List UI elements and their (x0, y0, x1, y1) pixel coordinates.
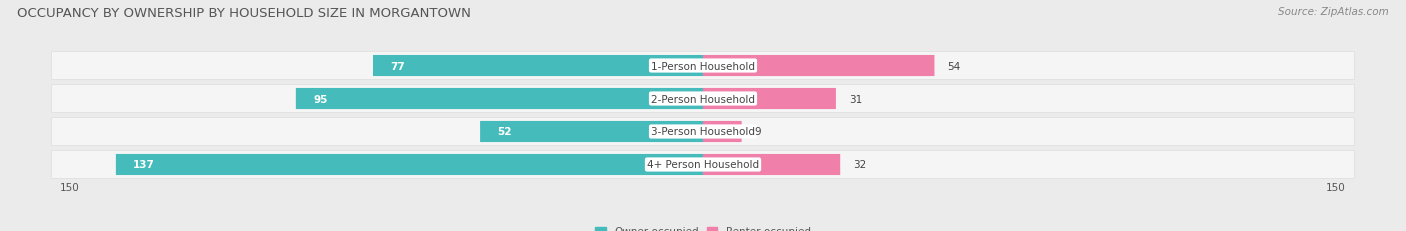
Text: 2-Person Household: 2-Person Household (651, 94, 755, 104)
FancyBboxPatch shape (373, 56, 703, 77)
FancyBboxPatch shape (703, 122, 741, 143)
Text: 150: 150 (60, 182, 80, 192)
Text: 4+ Person Household: 4+ Person Household (647, 160, 759, 170)
FancyBboxPatch shape (295, 88, 703, 109)
Text: 137: 137 (134, 160, 155, 170)
Text: 52: 52 (498, 127, 512, 137)
Text: 95: 95 (314, 94, 328, 104)
FancyBboxPatch shape (703, 88, 837, 109)
Text: 54: 54 (948, 61, 960, 71)
Legend: Owner-occupied, Renter-occupied: Owner-occupied, Renter-occupied (591, 222, 815, 231)
FancyBboxPatch shape (52, 52, 1354, 80)
Text: 150: 150 (1326, 182, 1346, 192)
Text: 77: 77 (391, 61, 405, 71)
Text: 9: 9 (755, 127, 761, 137)
FancyBboxPatch shape (52, 85, 1354, 113)
Text: 1-Person Household: 1-Person Household (651, 61, 755, 71)
FancyBboxPatch shape (52, 151, 1354, 179)
Text: 3-Person Household: 3-Person Household (651, 127, 755, 137)
Text: OCCUPANCY BY OWNERSHIP BY HOUSEHOLD SIZE IN MORGANTOWN: OCCUPANCY BY OWNERSHIP BY HOUSEHOLD SIZE… (17, 7, 471, 20)
Text: 31: 31 (849, 94, 862, 104)
FancyBboxPatch shape (703, 56, 935, 77)
FancyBboxPatch shape (115, 154, 703, 175)
FancyBboxPatch shape (703, 154, 841, 175)
FancyBboxPatch shape (52, 118, 1354, 146)
Text: 32: 32 (853, 160, 866, 170)
Text: Source: ZipAtlas.com: Source: ZipAtlas.com (1278, 7, 1389, 17)
FancyBboxPatch shape (479, 122, 703, 143)
